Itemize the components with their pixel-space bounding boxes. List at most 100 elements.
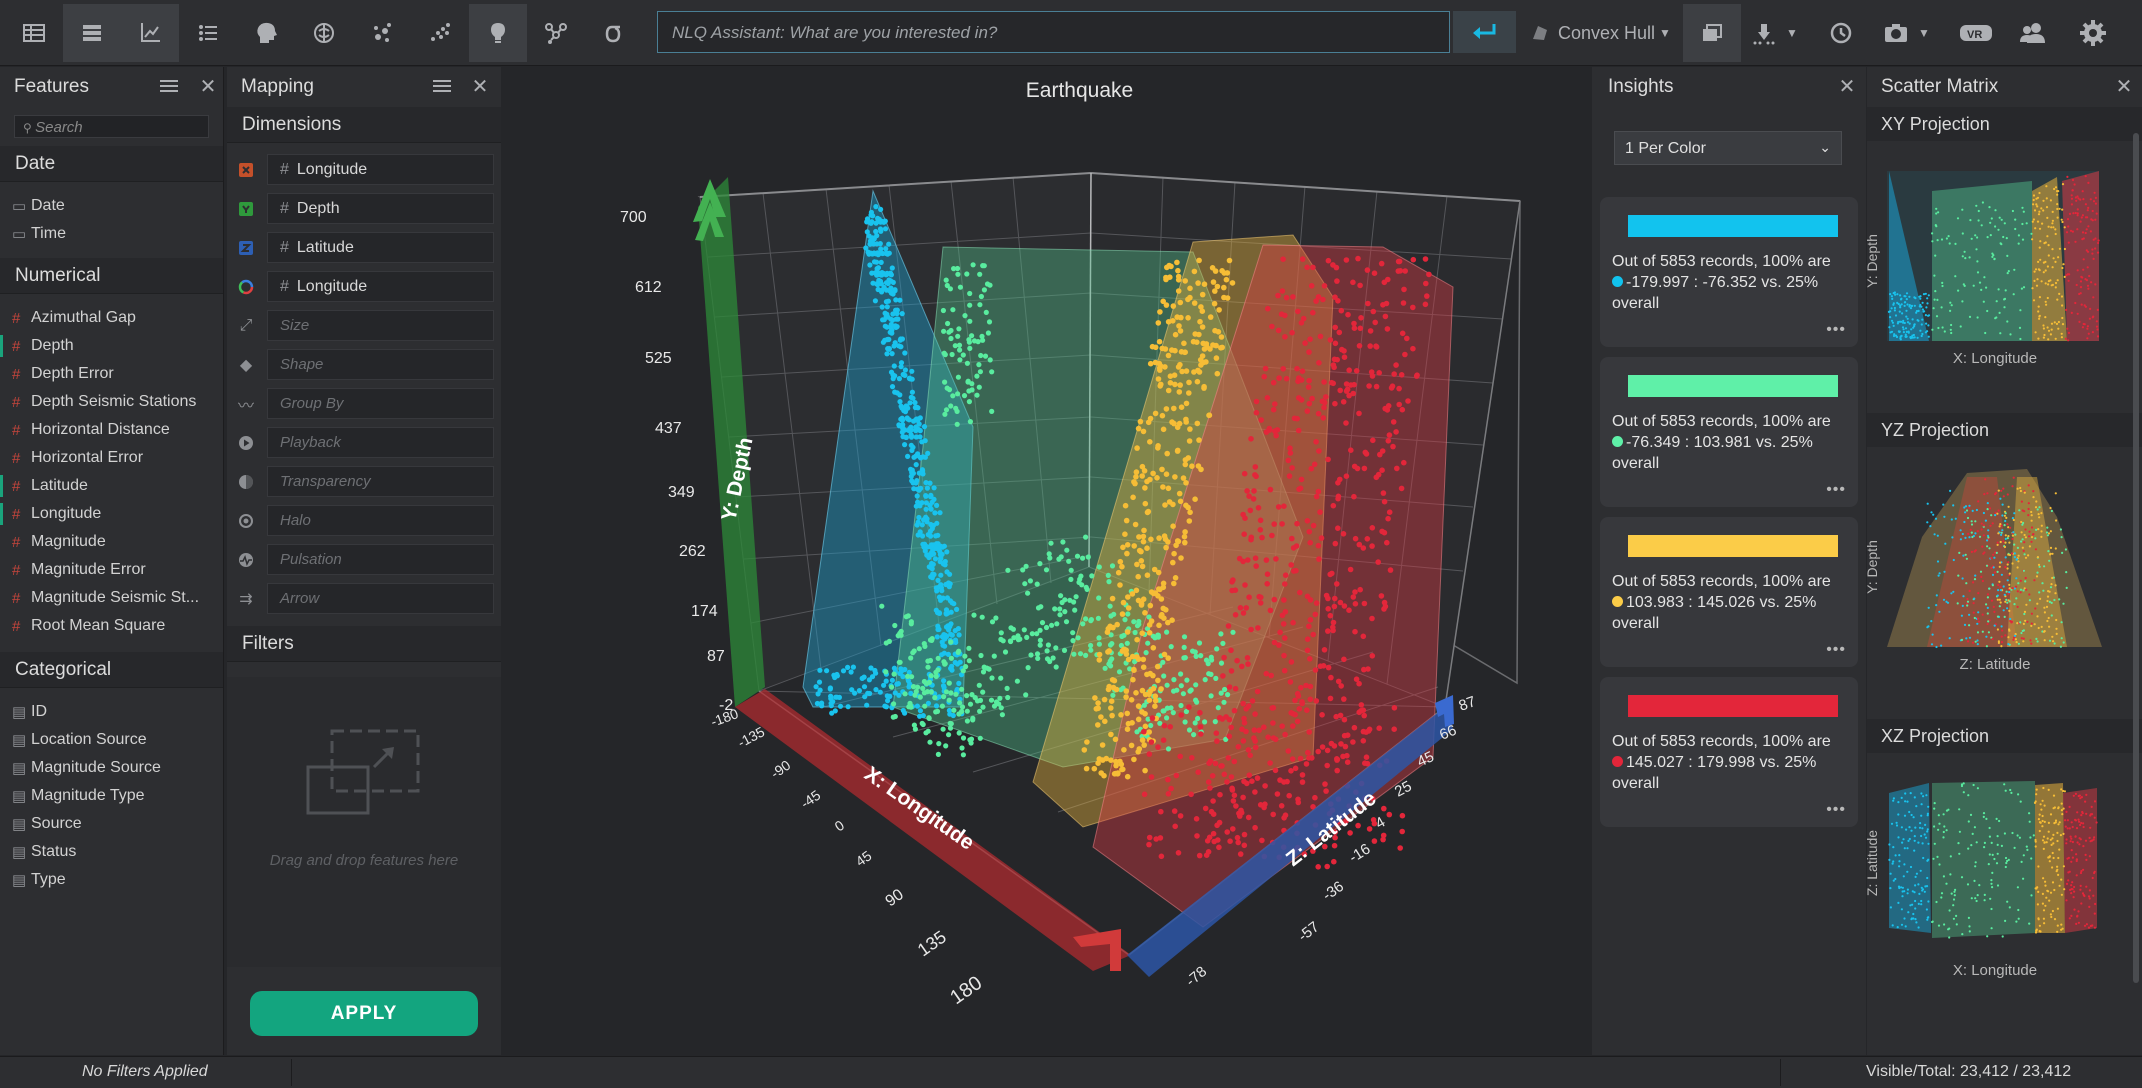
feature-magnitude-source[interactable]: ▤ Magnitude Source (0, 754, 223, 782)
shape-dimension-field[interactable]: Shape (267, 349, 494, 380)
apply-button[interactable]: APPLY (250, 991, 478, 1036)
scatter-point (1225, 623, 1232, 629)
close-icon[interactable]: ✕ (2115, 76, 2133, 98)
network-icon[interactable] (527, 4, 585, 62)
feature-status[interactable]: ▤ Status (0, 838, 223, 866)
feature-magnitude[interactable]: # Magnitude (0, 528, 223, 556)
close-icon[interactable]: ✕ (1838, 76, 1856, 98)
scatter-point (982, 353, 989, 359)
feature-id[interactable]: ▤ ID (0, 698, 223, 726)
camera-icon[interactable]: ▼ (1882, 4, 1930, 62)
scatter-point (2037, 917, 2040, 920)
nlq-assistant-input[interactable]: NLQ Assistant: What are you interested i… (657, 11, 1450, 53)
settings-gear-icon[interactable] (2078, 4, 2108, 62)
scatter-point (1926, 814, 1929, 817)
filters-dropzone[interactable]: Drag and drop features here (227, 677, 501, 967)
feature-horizontal-error[interactable]: # Horizontal Error (0, 444, 223, 472)
feature-source[interactable]: ▤ Source (0, 810, 223, 838)
more-options-icon[interactable]: ••• (1826, 801, 1846, 818)
scatter-point (2060, 893, 2063, 896)
feature-location-source[interactable]: ▤ Location Source (0, 726, 223, 754)
numerical-section-header[interactable]: Numerical (0, 258, 223, 294)
scatter-point (1251, 727, 1258, 733)
group-by-field[interactable]: Group By (267, 388, 494, 419)
feature-depth[interactable]: # Depth (0, 332, 223, 360)
clone-view-icon[interactable] (1683, 4, 1741, 62)
anchor-tool-icon[interactable]: ▼ (1750, 4, 1798, 62)
feature-longitude[interactable]: # Longitude (0, 500, 223, 528)
shape-mode-dropdown[interactable]: Convex Hull ▼ (1530, 4, 1671, 62)
color-dimension-field[interactable]: # Longitude (267, 271, 494, 302)
feature-magnitude-error[interactable]: # Magnitude Error (0, 556, 223, 584)
scatter-point (2063, 790, 2066, 793)
brain-icon[interactable] (295, 4, 353, 62)
hamburger-menu-icon[interactable] (160, 79, 178, 93)
feature-magnitude-type[interactable]: ▤ Magnitude Type (0, 782, 223, 810)
scatter-point (1362, 449, 1369, 456)
sigma-icon[interactable] (585, 4, 643, 62)
feature-magnitude-seismic-stations[interactable]: # Magnitude Seismic St... (0, 584, 223, 612)
feature-depth-error[interactable]: # Depth Error (0, 360, 223, 388)
scatter-point (1961, 255, 1964, 258)
feature-time[interactable]: ▭ Time (0, 220, 223, 248)
date-section-header[interactable]: Date (0, 146, 223, 182)
arrow-field[interactable]: Arrow (267, 583, 494, 614)
scatter-point (1292, 765, 1299, 772)
3d-scene[interactable]: Y: Depth 700 612 525 437 349 262 174 87 … (503, 67, 1591, 1055)
insight-card[interactable]: Out of 5853 records, 100% are 145.027 : 1… (1600, 677, 1858, 827)
feature-date[interactable]: ▭ Date (0, 192, 223, 220)
insight-card[interactable]: Out of 5853 records, 100% are 103.983 : 1… (1600, 517, 1858, 667)
feature-type[interactable]: ▤ Type (0, 866, 223, 894)
xz-projection[interactable]: X: Longitude Z: Latitude (1867, 753, 2142, 1025)
scatter-point (852, 690, 858, 696)
close-icon[interactable]: ✕ (199, 76, 217, 98)
scatter-point (873, 204, 879, 210)
insight-card[interactable]: Out of 5853 records, 100% are -179.997 : … (1600, 197, 1858, 347)
features-search-input[interactable]: ⚲ Search (14, 115, 209, 138)
feature-horizontal-distance[interactable]: # Horizontal Distance (0, 416, 223, 444)
feature-root-mean-square[interactable]: # Root Mean Square (0, 612, 223, 640)
vr-icon[interactable]: VR (1958, 4, 1994, 62)
scatter-point (1935, 645, 1938, 649)
head-analysis-icon[interactable] (237, 4, 295, 62)
scrollbar[interactable] (2133, 133, 2139, 983)
scatter-point (950, 307, 956, 313)
list-icon[interactable] (179, 4, 237, 62)
z-dimension-row: # Latitude (227, 228, 501, 267)
playback-field[interactable]: Playback (267, 427, 494, 458)
features-panel-icon[interactable] (63, 3, 121, 62)
more-options-icon[interactable]: ••• (1826, 481, 1846, 498)
transparency-field[interactable]: Transparency (267, 466, 494, 497)
pulsation-field[interactable]: Pulsation (267, 544, 494, 575)
insights-mode-select[interactable]: 1 Per Color ⌄ (1614, 131, 1842, 165)
lightbulb-icon[interactable] (469, 3, 527, 62)
scatter-point (1088, 647, 1094, 653)
categorical-section-header[interactable]: Categorical (0, 652, 223, 688)
feature-depth-seismic-stations[interactable]: # Depth Seismic Stations (0, 388, 223, 416)
scatter-point (1933, 842, 1936, 845)
xy-projection[interactable]: X: Longitude Y: Depth (1867, 141, 2142, 413)
pulsation-icon (235, 549, 257, 571)
nlq-submit-button[interactable] (1453, 11, 1516, 53)
size-dimension-field[interactable]: Size (267, 310, 494, 341)
more-options-icon[interactable]: ••• (1826, 321, 1846, 338)
feature-latitude[interactable]: # Latitude (0, 472, 223, 500)
grid-view-icon[interactable] (5, 4, 63, 62)
feature-azimuthal-gap[interactable]: # Azimuthal Gap (0, 304, 223, 332)
yz-projection[interactable]: Z: Latitude Y: Depth (1867, 447, 2142, 719)
more-options-icon[interactable]: ••• (1826, 641, 1846, 658)
hamburger-menu-icon[interactable] (433, 79, 451, 93)
z-dimension-field[interactable]: # Latitude (267, 232, 494, 263)
close-icon[interactable]: ✕ (471, 76, 489, 98)
history-icon[interactable] (1827, 4, 1855, 62)
scatter-plot-icon[interactable] (411, 4, 469, 62)
3d-viewport[interactable]: Earthquake Y: (503, 67, 1591, 1055)
halo-field[interactable]: Halo (267, 505, 494, 536)
collaborators-icon[interactable] (2018, 4, 2048, 62)
scatter-point (1058, 554, 1064, 560)
x-dimension-field[interactable]: # Longitude (267, 154, 494, 185)
insight-card[interactable]: Out of 5853 records, 100% are -76.349 : 1… (1600, 357, 1858, 507)
axes-icon[interactable] (121, 3, 179, 62)
y-dimension-field[interactable]: # Depth (267, 193, 494, 224)
scatter-cluster-icon[interactable] (353, 4, 411, 62)
